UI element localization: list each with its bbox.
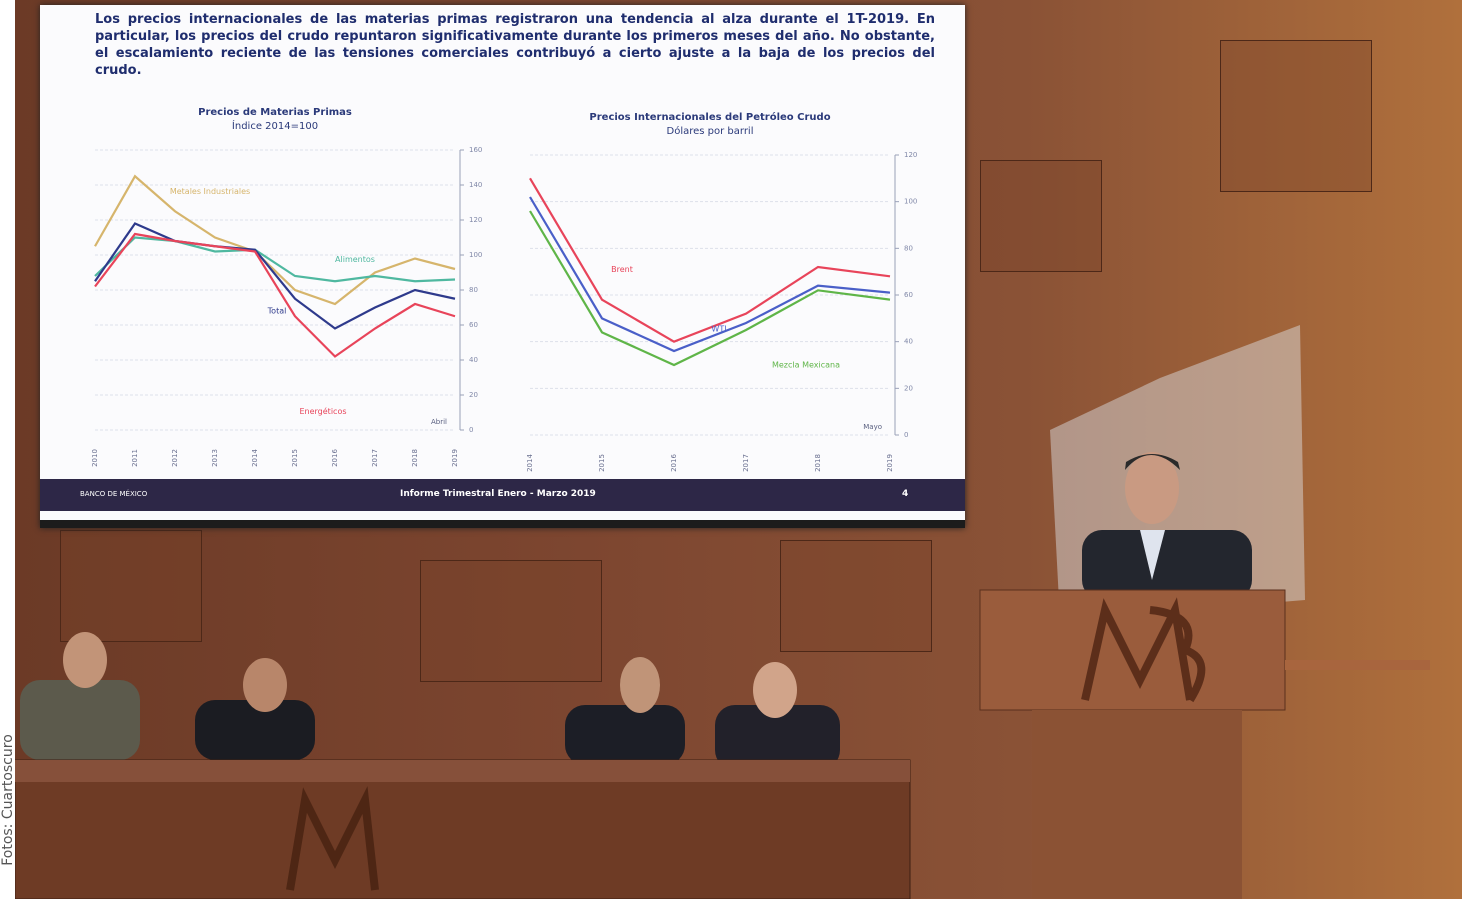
podium-base: [1032, 710, 1242, 899]
person-head: [63, 632, 107, 688]
person: [20, 680, 140, 760]
podium-top: [980, 590, 1285, 710]
panel-members: [20, 632, 840, 770]
ledge: [1285, 660, 1430, 670]
person-head: [243, 658, 287, 712]
table-edge: [15, 760, 910, 782]
person-head: [753, 662, 797, 718]
person: [565, 705, 685, 765]
photo: Los precios internacionales de las mater…: [0, 0, 1462, 899]
photo-credit: Fotos: Cuartoscuro: [0, 734, 16, 866]
person-head: [620, 657, 660, 713]
scene: Fotos: Cuartoscuro: [0, 0, 1462, 899]
speaker-head: [1125, 452, 1179, 524]
